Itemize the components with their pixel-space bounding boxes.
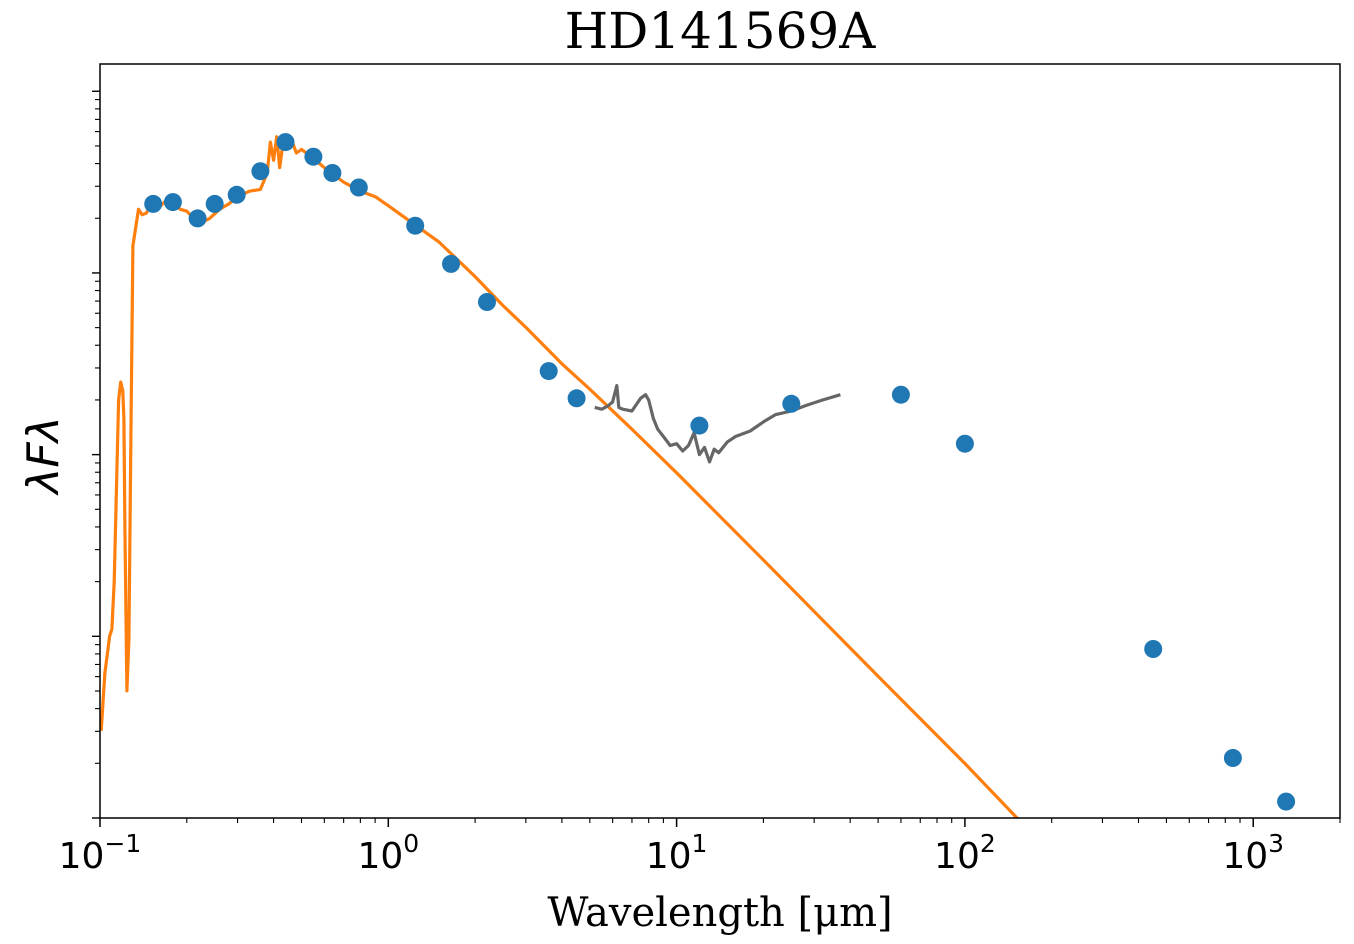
photometry-point — [1144, 640, 1163, 658]
stellar-model-line — [100, 135, 1020, 818]
photometry-point — [163, 193, 182, 212]
x-tick-label: 100 — [357, 829, 419, 877]
photometry-point — [323, 164, 342, 182]
ir-spectrum-line — [594, 384, 841, 464]
photometry-point — [1223, 749, 1242, 767]
photometry-point — [349, 178, 368, 197]
photometry-point — [227, 185, 246, 204]
photometry-point — [567, 389, 586, 408]
photometry-points — [144, 133, 1296, 811]
photometry-point — [251, 162, 270, 181]
photometry-point — [539, 362, 558, 381]
photometry-point — [891, 385, 910, 404]
photometry-point — [478, 293, 496, 311]
y-axis-label-text: λFλ — [18, 416, 69, 495]
x-axis-ticks: 10−1 100 101 102 103 — [59, 818, 1341, 877]
photometry-point — [188, 209, 207, 228]
y-axis-ticks — [92, 90, 100, 819]
photometry-point — [442, 254, 460, 273]
photometry-point — [205, 194, 224, 213]
photometry-point — [955, 434, 974, 453]
chart-title: HD141569A — [565, 2, 877, 60]
x-tick-label: 103 — [1222, 829, 1284, 877]
photometry-point — [144, 194, 163, 213]
photometry-point — [782, 394, 801, 413]
photometry-point — [304, 147, 323, 166]
photometry-point — [406, 216, 425, 235]
y-axis-label: λFλ — [18, 416, 69, 495]
x-tick-label: 102 — [934, 829, 996, 877]
x-tick-label: 101 — [646, 829, 708, 877]
photometry-point — [1277, 792, 1296, 811]
photometry-point — [276, 133, 295, 152]
photometry-point — [690, 416, 709, 435]
x-tick-label: 10−1 — [59, 829, 142, 877]
x-axis-label: Wavelength [μm] — [547, 890, 892, 936]
plot-frame — [99, 63, 1341, 819]
